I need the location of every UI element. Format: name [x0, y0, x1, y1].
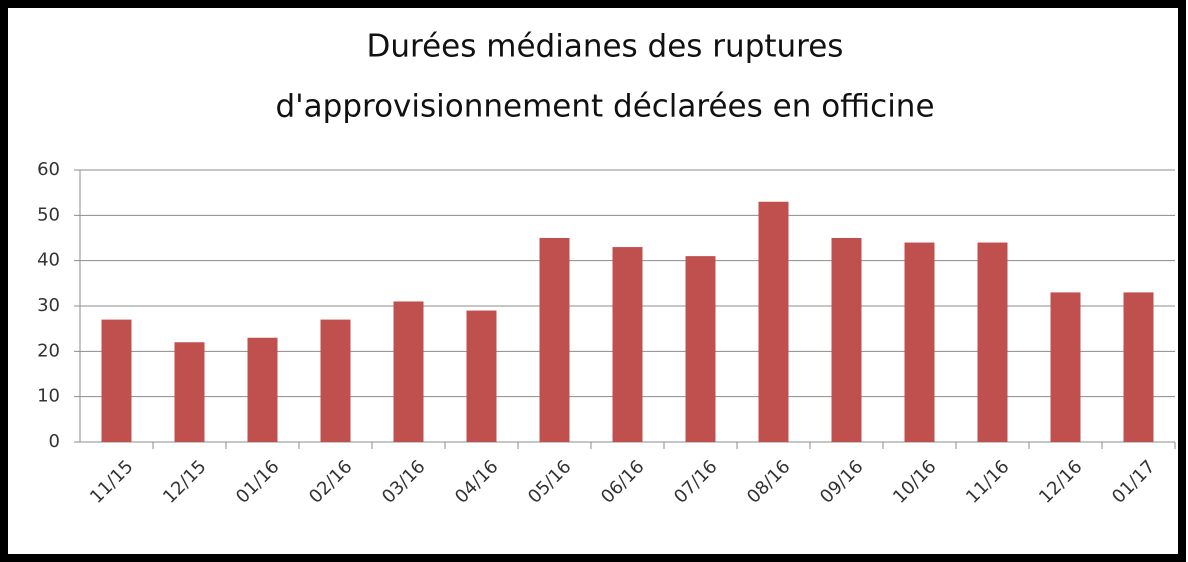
bar: [101, 319, 132, 442]
chart-title: d'approvisionnement déclarées en officin…: [275, 89, 934, 125]
y-tick-label: 30: [37, 295, 60, 316]
chart-title: Durées médianes des ruptures: [367, 29, 844, 65]
y-tick-label: 50: [37, 204, 60, 225]
bar: [539, 238, 570, 442]
bar: [320, 319, 351, 442]
bar: [904, 242, 935, 442]
bar: [466, 310, 497, 442]
bar: [685, 256, 716, 442]
bar: [612, 247, 643, 442]
bar: [977, 242, 1008, 442]
bar: [758, 201, 789, 442]
y-tick-label: 60: [37, 159, 60, 180]
y-tick-label: 40: [37, 250, 60, 271]
y-tick-label: 20: [37, 340, 60, 361]
y-tick-label: 10: [37, 386, 60, 407]
y-tick-label: 0: [49, 431, 60, 452]
bar: [1050, 292, 1081, 442]
bar: [174, 342, 205, 442]
bar: [247, 337, 278, 442]
bar: [393, 301, 424, 442]
bar: [831, 238, 862, 442]
bar: [1123, 292, 1154, 442]
